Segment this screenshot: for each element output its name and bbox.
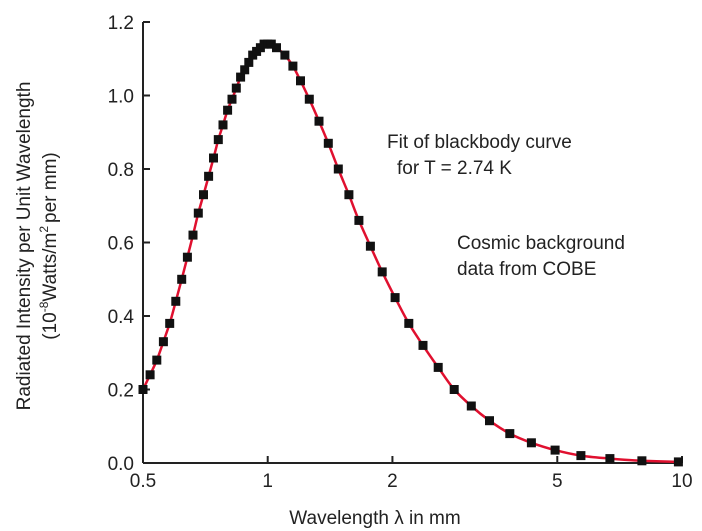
y-tick-label: 1.2 (108, 13, 134, 34)
data-point (218, 120, 228, 130)
data-point (365, 241, 375, 251)
x-tick-label: 10 (671, 471, 692, 492)
data-point (145, 370, 155, 380)
ticks: 0.5 1 2 5 10 0.0 0.2 0.4 0.6 0.8 1.0 1.2 (108, 13, 693, 492)
data-point (323, 138, 333, 148)
data-point (296, 76, 305, 86)
y-axis-title-line1: Radiated Intensity per Unit Wavelength (14, 82, 35, 411)
data-point (526, 438, 536, 448)
data-point (637, 456, 647, 466)
x-tick-label: 1 (262, 471, 273, 492)
data-point (433, 362, 443, 372)
data-point (576, 451, 586, 461)
annotation-fit-line1: Fit of blackbody curve (387, 132, 572, 153)
data-point (213, 135, 223, 145)
data-point (240, 65, 250, 75)
y-tick-label: 0.4 (108, 307, 135, 328)
data-point (177, 274, 187, 284)
data-point (182, 252, 192, 262)
data-point (231, 83, 241, 93)
data-point (466, 401, 476, 411)
data-point (193, 208, 203, 218)
data-point (223, 105, 233, 115)
x-tick-label: 5 (552, 471, 563, 492)
data-points-layer (138, 39, 683, 467)
y-tick-label: 0.0 (108, 454, 134, 475)
data-point (209, 153, 218, 163)
data-point (199, 190, 208, 200)
data-point (377, 267, 387, 277)
y-axis-title-part1: (10 (40, 312, 61, 339)
data-point (272, 43, 281, 53)
x-axis-title: Wavelength λ in mm (289, 508, 460, 529)
data-point (288, 61, 298, 71)
annotation-fit-line2: for T = 2.74 K (397, 158, 512, 179)
data-point (390, 293, 400, 303)
data-point (204, 171, 214, 181)
data-point (244, 57, 254, 67)
data-point (165, 318, 175, 328)
data-point (138, 385, 148, 394)
annotation-cobe-line1: Cosmic background (457, 233, 625, 254)
y-tick-label: 1.0 (108, 87, 134, 108)
x-tick-label: 0.5 (130, 471, 156, 492)
data-point (158, 337, 168, 347)
data-point (236, 72, 246, 82)
y-tick-label: 0.2 (108, 381, 134, 402)
data-point (344, 190, 354, 200)
y-axis-title-part3: per mm) (40, 152, 61, 223)
y-tick-label: 0.6 (108, 234, 134, 255)
data-point (171, 296, 181, 306)
data-point (333, 164, 343, 174)
data-point (404, 318, 414, 328)
y-axis-title-part2: Watts/m (40, 233, 61, 302)
data-point (550, 445, 560, 455)
y-axis-title-sup2: 2 (37, 226, 51, 233)
data-point (188, 230, 198, 240)
y-tick-label: 0.8 (108, 160, 134, 181)
data-point (304, 94, 314, 104)
y-axis-title-line2: (10-8Watts/m2 per mm) (37, 152, 61, 340)
data-point (152, 355, 162, 365)
data-point (485, 416, 494, 426)
data-point (505, 429, 515, 439)
data-point (605, 454, 615, 464)
data-point (418, 340, 428, 350)
data-point (266, 39, 276, 49)
data-point (227, 94, 237, 104)
y-axis-title-sup1: -8 (37, 301, 51, 312)
data-point (314, 116, 324, 126)
data-point (449, 385, 459, 394)
annotation-cobe-line2: data from COBE (457, 259, 596, 280)
x-tick-label: 2 (387, 471, 398, 492)
data-point (280, 50, 290, 60)
data-point (354, 215, 364, 225)
data-point (673, 457, 683, 467)
